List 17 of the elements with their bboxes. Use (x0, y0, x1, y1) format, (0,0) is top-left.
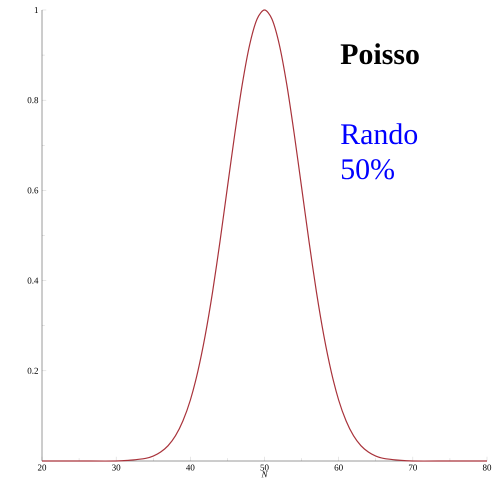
annotation: Rando (341, 123, 418, 144)
y-tick-label: 0.2 (28, 368, 38, 374)
x-tick-label: 70 (408, 464, 417, 471)
x-tick-label: 60 (334, 464, 343, 471)
x-tick-label: 30 (112, 464, 120, 471)
x-tick-label: 40 (186, 464, 194, 471)
x-tick-label: 20 (38, 464, 46, 471)
annotation: Poisso (340, 43, 419, 64)
x-tick-label: 50 (260, 464, 269, 471)
x-axis-title: N (261, 471, 268, 478)
y-tick-label: 0.8 (28, 97, 38, 104)
y-tick-label: 0.4 (28, 278, 38, 284)
x-tick-label: 80 (482, 464, 492, 471)
y-tick-label: 0.6 (28, 187, 38, 194)
y-tick-label: 1 (34, 7, 38, 13)
line-series (41, 9, 488, 462)
annotation: 50% (342, 159, 394, 180)
